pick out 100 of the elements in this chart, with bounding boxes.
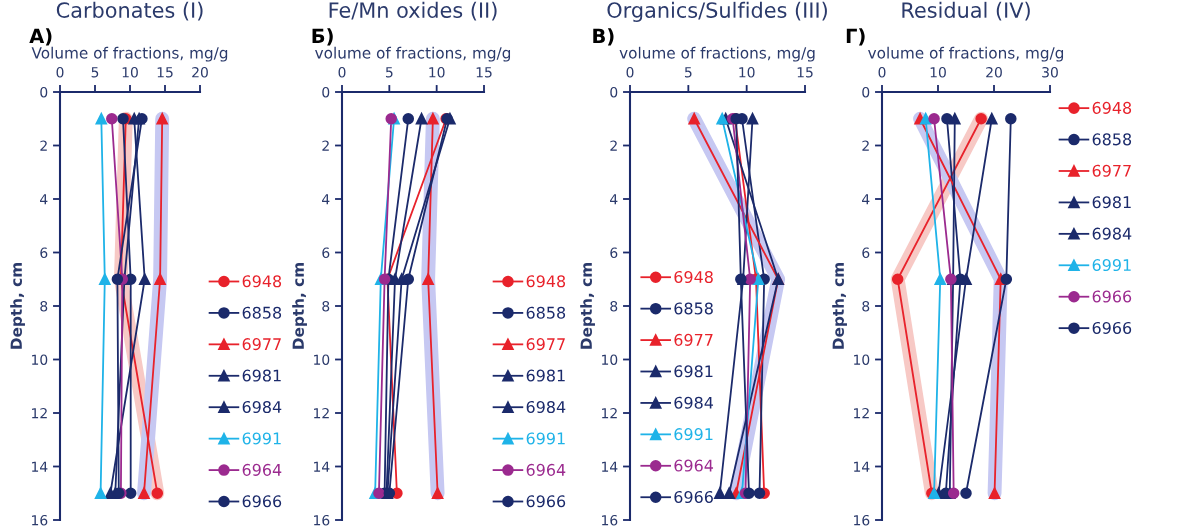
y-tick-label: 8 <box>322 300 330 312</box>
y-tick-label: 14 <box>854 461 870 472</box>
text: B) <box>593 28 614 46</box>
legend-label: 6966 <box>1092 290 1132 303</box>
y-tick-label: 4 <box>862 194 870 205</box>
y-tick-label: 6 <box>610 247 618 258</box>
legend-label: 6948 <box>1092 101 1132 114</box>
y-tick-label: 0 <box>40 86 48 98</box>
legend-label: 6948 <box>526 275 566 288</box>
x-tick-label: 20 <box>986 67 1002 78</box>
text: Б) <box>312 28 333 46</box>
y-tick-label: 10 <box>32 354 48 365</box>
x-axis-title: volume of fractions, mg/g <box>315 46 511 62</box>
y-tick-label: 16 <box>602 514 618 526</box>
chart-title: Residual (IV) <box>902 1 1030 21</box>
y-axis-title: Depth, cm <box>292 263 307 349</box>
y-tick-label: 2 <box>322 140 329 151</box>
chart-title: Organics/Sulfides (III) <box>607 1 827 22</box>
legend-label: 6981 <box>242 369 281 382</box>
y-tick-label: 6 <box>322 247 330 258</box>
y-tick-label: 14 <box>32 461 48 472</box>
y-tick-label: 14 <box>602 461 618 472</box>
legend-label: 6991 <box>526 432 565 445</box>
x-tick-label: 0 <box>56 67 64 78</box>
x-axis-title: volume of fractions, mg/g <box>619 46 815 62</box>
y-tick-label: 6 <box>862 247 870 258</box>
x-tick-label: 15 <box>476 67 492 78</box>
x-tick-label: 0 <box>626 67 634 78</box>
legend-label: 6948 <box>674 270 713 284</box>
legend-label: 6977 <box>526 338 565 351</box>
y-tick-label: 0 <box>322 86 330 98</box>
legend-label: 6981 <box>526 369 565 382</box>
y-tick-label: 2 <box>610 140 617 151</box>
legend-label: 6966 <box>674 490 713 504</box>
legend-label: 6977 <box>242 338 281 351</box>
y-tick-label: 4 <box>610 194 618 205</box>
legend-label: 6966 <box>242 495 282 508</box>
y-tick-label: 8 <box>40 300 48 312</box>
y-tick-label: 8 <box>862 300 870 312</box>
legend-label: 6991 <box>242 432 281 445</box>
legend-label: 6984 <box>1092 227 1132 240</box>
x-tick-label: 5 <box>684 67 692 78</box>
legend-label: 6977 <box>1092 164 1131 177</box>
legend-label: 6991 <box>674 428 713 441</box>
y-tick-label: 14 <box>314 461 330 472</box>
y-axis-title: Depth, cm <box>10 263 25 349</box>
y-tick-label: 2 <box>862 140 869 151</box>
legend-label: 6858 <box>1092 133 1132 146</box>
legend-label: 6966 <box>526 495 566 508</box>
legend-label: 6964 <box>526 463 566 476</box>
x-tick-label: 10 <box>739 67 755 78</box>
legend-label: 6991 <box>1092 259 1131 272</box>
x-tick-label: 10 <box>429 67 445 78</box>
legend-label: 6948 <box>242 275 282 288</box>
y-tick-label: 8 <box>610 300 618 312</box>
legend-label: 6977 <box>674 333 713 346</box>
y-tick-label: 10 <box>602 354 618 365</box>
legend-label: 6858 <box>526 306 566 319</box>
y-tick-label: 12 <box>314 407 329 419</box>
chart-title: Carbonates (I) <box>56 1 203 21</box>
x-tick-label: 5 <box>385 67 393 78</box>
x-axis-title: Volume of fractions, mg/g <box>31 46 228 62</box>
x-tick-label: 0 <box>878 67 886 78</box>
text: Г) <box>846 28 865 46</box>
legend-label: 6984 <box>242 400 282 414</box>
x-tick-label: 5 <box>91 67 99 78</box>
legend-label: 6966 <box>1092 321 1132 334</box>
y-tick-label: 12 <box>854 407 869 419</box>
y-tick-label: 16 <box>854 514 870 526</box>
y-tick-label: 16 <box>32 514 48 526</box>
x-tick-label: 15 <box>797 67 813 78</box>
y-axis-title: Depth, cm <box>580 263 595 349</box>
legend-label: 6984 <box>674 396 714 409</box>
legend-label: 6981 <box>674 365 713 378</box>
chart-title: Fe/Mn oxides (II) <box>329 1 497 21</box>
y-tick-label: 12 <box>602 407 617 419</box>
y-tick-label: 10 <box>854 354 870 365</box>
x-tick-label: 15 <box>157 67 173 78</box>
y-tick-label: 10 <box>314 354 330 365</box>
x-tick-label: 0 <box>338 67 346 78</box>
y-tick-label: 0 <box>610 86 618 98</box>
y-tick-label: 4 <box>40 194 48 205</box>
y-tick-label: 12 <box>32 407 47 419</box>
y-tick-label: 2 <box>40 140 47 151</box>
text: A) <box>29 28 52 46</box>
x-tick-label: 10 <box>122 67 138 78</box>
y-tick-label: 6 <box>40 247 48 258</box>
legend-label: 6858 <box>242 306 282 319</box>
x-tick-label: 10 <box>930 67 946 78</box>
y-tick-label: 4 <box>322 194 330 205</box>
legend-label: 6858 <box>674 302 713 315</box>
legend-label: 6984 <box>526 400 566 414</box>
x-tick-label: 20 <box>192 67 208 78</box>
x-axis-title: volume of fractions, mg/g <box>868 46 1064 62</box>
x-tick-label: 30 <box>1042 67 1058 78</box>
y-tick-label: 0 <box>862 86 870 98</box>
y-axis-title: Depth, cm <box>832 263 847 349</box>
y-tick-label: 16 <box>314 514 330 526</box>
legend-label: 6964 <box>242 463 282 476</box>
legend-label: 6964 <box>674 459 714 472</box>
